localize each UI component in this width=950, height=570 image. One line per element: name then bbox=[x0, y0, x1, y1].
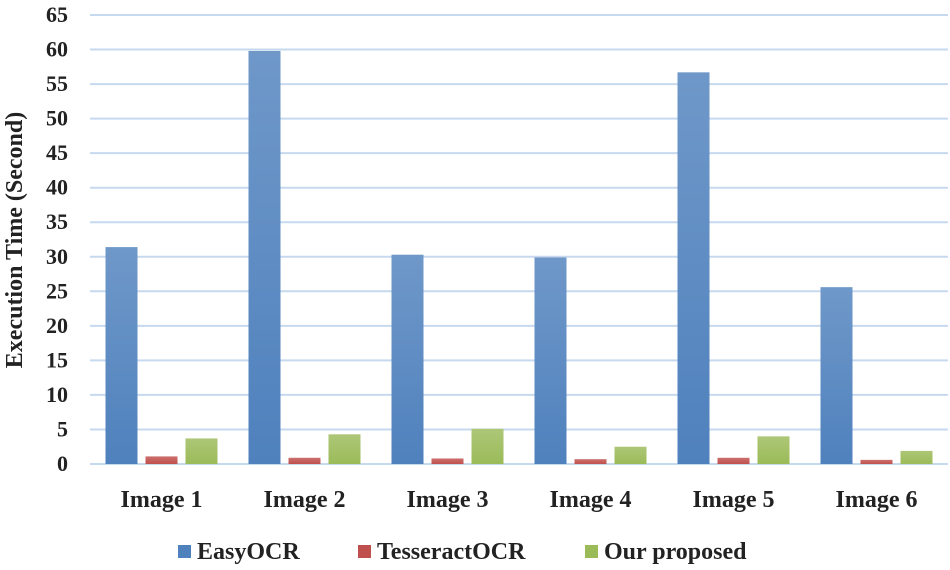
y-axis-title: Execution Time (Second) bbox=[2, 112, 28, 368]
y-tick-label: 65 bbox=[46, 2, 68, 27]
bar-easyocr bbox=[677, 72, 710, 464]
x-axis: Image 1 Image 2 Image 3 Image 4 Image 5 Image… bbox=[121, 487, 918, 513]
bar-tesseractocr bbox=[717, 457, 750, 464]
bar-our-proposed bbox=[185, 438, 218, 464]
legend-swatch bbox=[358, 545, 371, 558]
y-tick-label: 10 bbox=[46, 382, 68, 407]
gridlines bbox=[90, 14, 948, 465]
bar-tesseractocr bbox=[574, 459, 607, 464]
x-tick-label: Image 6 bbox=[836, 487, 918, 513]
bar-tesseractocr bbox=[431, 458, 464, 464]
bar-tesseractocr bbox=[860, 459, 893, 464]
bar-our-proposed bbox=[328, 434, 361, 464]
y-tick-label: 25 bbox=[46, 278, 68, 303]
y-tick-label: 60 bbox=[46, 37, 68, 62]
bar-easyocr bbox=[248, 50, 281, 465]
y-tick-label: 45 bbox=[46, 140, 68, 165]
bar-easyocr bbox=[391, 254, 424, 464]
bar-tesseractocr bbox=[288, 457, 321, 464]
x-tick-label: Image 2 bbox=[264, 487, 346, 513]
y-tick-label: 50 bbox=[46, 106, 68, 131]
bar-tesseractocr bbox=[145, 456, 178, 464]
bar-our-proposed bbox=[900, 450, 933, 464]
bar-our-proposed bbox=[471, 428, 504, 464]
y-tick-label: 5 bbox=[57, 416, 68, 441]
y-tick-label: 15 bbox=[46, 347, 68, 372]
x-tick-label: Image 4 bbox=[550, 487, 632, 513]
legend-label: EasyOCR bbox=[197, 539, 300, 565]
legend-swatch bbox=[585, 545, 598, 558]
y-axis: 0 5 10 15 20 25 30 35 40 45 50 55 60 65 bbox=[46, 2, 68, 476]
y-tick-label: 40 bbox=[46, 175, 68, 200]
x-tick-label: Image 1 bbox=[121, 487, 203, 513]
bar-easyocr bbox=[820, 287, 853, 464]
y-tick-label: 55 bbox=[46, 71, 68, 96]
bar-easyocr bbox=[105, 247, 138, 464]
legend: EasyOCR TesseractOCR Our proposed bbox=[178, 539, 747, 565]
legend-label: Our proposed bbox=[604, 539, 747, 565]
x-tick-label: Image 3 bbox=[407, 487, 489, 513]
bars bbox=[105, 50, 933, 465]
legend-label: TesseractOCR bbox=[377, 539, 526, 565]
y-tick-label: 0 bbox=[57, 451, 68, 476]
bar-our-proposed bbox=[614, 446, 647, 464]
legend-swatch bbox=[178, 545, 191, 558]
bar-easyocr bbox=[534, 257, 567, 464]
y-tick-label: 30 bbox=[46, 244, 68, 269]
y-tick-label: 20 bbox=[46, 313, 68, 338]
x-tick-label: Image 5 bbox=[693, 487, 775, 513]
bar-our-proposed bbox=[757, 436, 790, 464]
y-tick-label: 35 bbox=[46, 209, 68, 234]
